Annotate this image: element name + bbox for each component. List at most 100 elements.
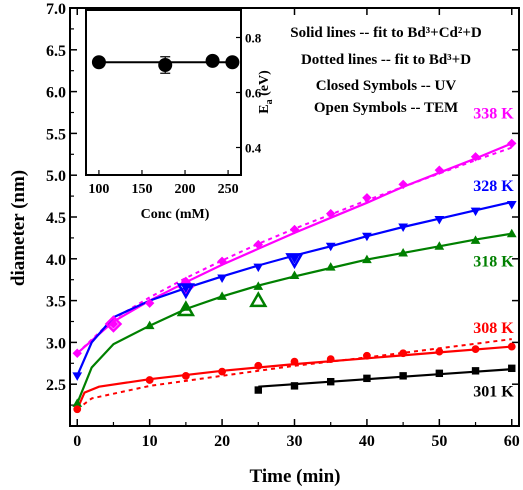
main-data-points [72, 138, 517, 414]
data-point [508, 364, 516, 373]
inset-y-axis-title: Ea (eV) [257, 70, 275, 114]
data-point [289, 255, 300, 264]
data-point [506, 200, 517, 210]
data-point [144, 298, 155, 308]
x-tick-label: 40 [359, 433, 375, 450]
data-point [434, 241, 445, 250]
main-axes: 0 10 20 30 40 50 60 2.5 3.0 3.5 4.0 4.5 5.0 5.5 6.0 6.5… [46, 1, 520, 450]
data-point [290, 382, 299, 390]
y-axis-title: diameter (nm) [8, 170, 29, 286]
data-point [253, 239, 263, 250]
fit-line-solid [76, 232, 512, 404]
notes: Solid lines -- fit to Bd³+Cd²+D Dotted l… [290, 25, 482, 116]
inset-x-tick-label: 100 [88, 182, 109, 197]
data-point [363, 374, 371, 383]
x-tick-label: 60 [504, 433, 520, 450]
y-tick-label: 2.5 [46, 377, 66, 394]
data-point [506, 228, 517, 238]
inset-y-axis-title-main: E [257, 104, 272, 113]
y-tick-label: 6.5 [46, 43, 66, 60]
data-point [108, 319, 119, 329]
inset-data-point [158, 58, 173, 72]
inset-x-axis-title: Conc (mM) [141, 207, 210, 222]
fit-line-solid [76, 345, 512, 410]
inset-y-tick-label: 0.8 [245, 31, 262, 46]
inset-data-point [205, 53, 220, 68]
y-tick-label: 7.0 [46, 1, 66, 18]
data-point [290, 357, 299, 366]
data-point [217, 256, 227, 267]
y-tick-label: 4.5 [46, 210, 66, 227]
fit-line-solid [76, 200, 513, 377]
inset-x-tick-label: 200 [175, 182, 196, 197]
inset-y-tick-label: 0.6 [245, 86, 262, 101]
data-point [399, 372, 407, 380]
data-point [471, 345, 480, 353]
inset-data-point [91, 55, 106, 70]
series-label: 318 K [473, 253, 514, 270]
series-label: 301 K [473, 384, 514, 401]
data-point [470, 235, 481, 244]
y-tick-label: 6.0 [46, 85, 66, 102]
inset-x-tick-label: 250 [218, 182, 239, 197]
data-point [217, 291, 227, 300]
data-point [470, 207, 481, 217]
data-point-open [176, 283, 196, 300]
fit-line-dotted [76, 338, 512, 411]
inset-y-axis-title-rest: (eV) [257, 70, 272, 99]
main-series-labels: 338 K 328 K 318 K 308 K 301 K [473, 105, 514, 400]
y-tick-label: 5.0 [46, 168, 66, 185]
data-point [145, 376, 154, 384]
data-point [507, 138, 517, 149]
data-point-open [285, 253, 304, 270]
y-tick-label: 5.5 [46, 126, 66, 143]
x-tick-label: 30 [287, 433, 303, 450]
data-point-open [176, 300, 196, 317]
data-point [434, 165, 445, 175]
inset-frame [85, 9, 242, 176]
data-point [399, 349, 408, 358]
inset-data-point [225, 55, 240, 70]
data-point [471, 367, 480, 375]
inset-x-tick-label: 150 [131, 182, 152, 197]
data-point-open [249, 291, 268, 308]
data-point [289, 270, 300, 280]
data-point-open [104, 315, 123, 333]
data-point [72, 348, 82, 358]
data-point [434, 216, 445, 225]
data-point [326, 355, 335, 364]
inset-data [91, 53, 240, 74]
y-tick-label: 3.0 [46, 335, 66, 352]
data-point [254, 361, 263, 370]
inset-axes: 100 150 200 250 0.4 0.6 0.8 [88, 31, 261, 198]
data-point [362, 193, 372, 203]
note-solid-lines: Solid lines -- fit to Bd³+Cd²+D [290, 25, 482, 41]
y-tick-label: 4.0 [46, 252, 66, 269]
data-point [398, 223, 408, 233]
data-point [217, 274, 227, 284]
data-point [362, 254, 372, 264]
data-point [326, 208, 336, 219]
y-tick-label: 3.5 [46, 294, 66, 311]
data-point [362, 232, 372, 242]
data-point [144, 320, 155, 330]
inset-y-tick-label: 0.4 [245, 141, 262, 156]
series-label: 308 K [473, 320, 514, 337]
data-point [325, 242, 336, 252]
inset-y-axis-title-sub: a [264, 99, 275, 104]
fit-line-dotted [76, 146, 513, 355]
data-point [435, 347, 444, 356]
note-closed-symbols: Closed Symbols -- UV [316, 78, 457, 94]
data-point [254, 386, 262, 394]
note-dotted-lines: Dotted lines -- fit to Bd³+D [301, 52, 471, 68]
note-open-symbols: Open Symbols -- TEM [314, 100, 458, 116]
series-label: 338 K [473, 105, 514, 122]
x-tick-label: 10 [142, 433, 158, 450]
series-label: 328 K [473, 178, 514, 195]
data-point [398, 179, 408, 190]
data-point [398, 247, 408, 257]
data-point [218, 367, 226, 376]
data-point [253, 263, 264, 273]
x-tick-label: 50 [431, 433, 447, 450]
